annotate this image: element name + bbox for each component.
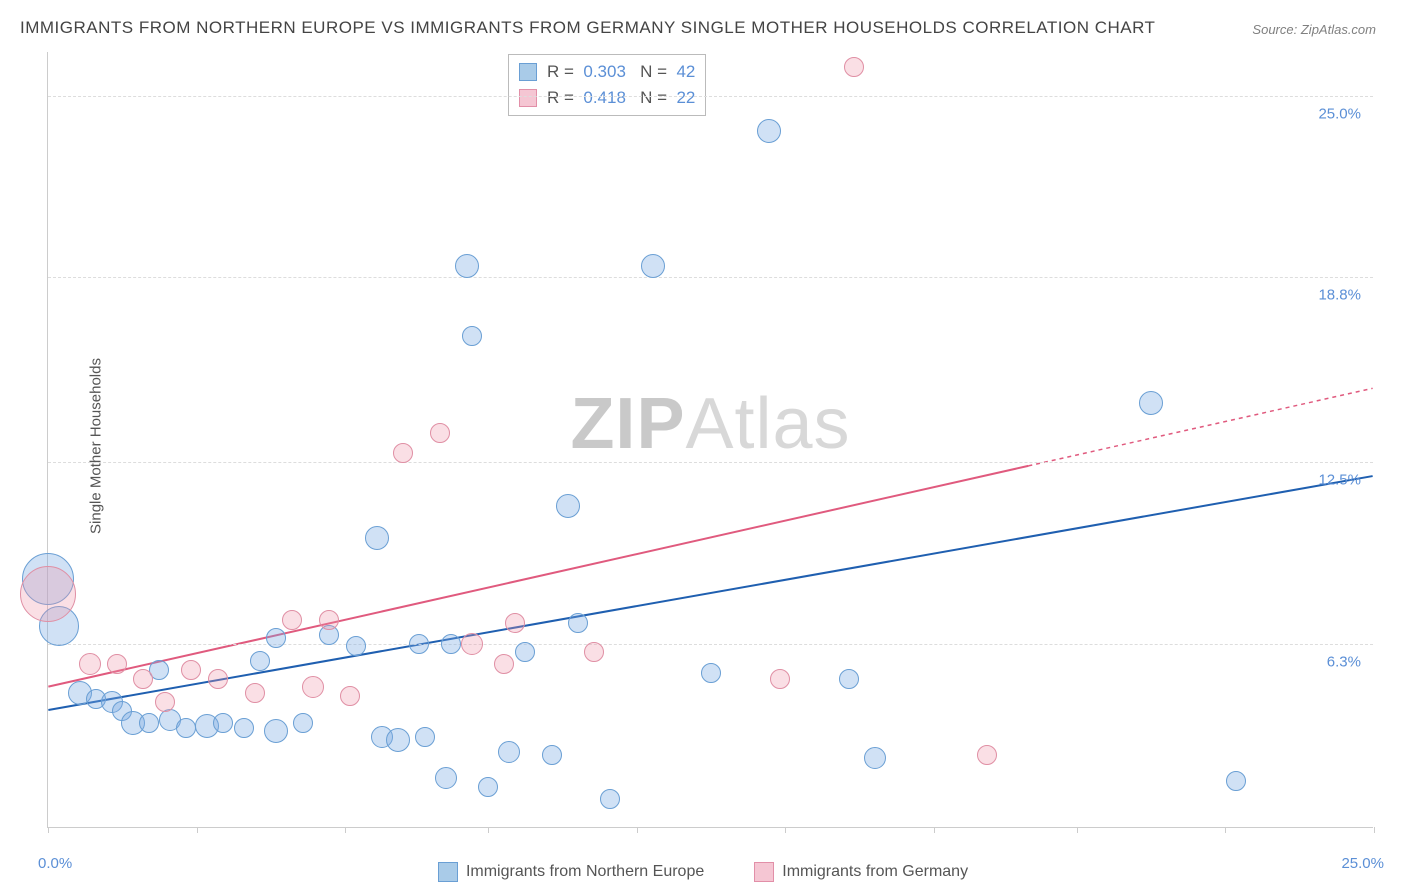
gridline <box>48 462 1373 463</box>
scatter-point <box>1226 771 1246 791</box>
scatter-point <box>250 651 270 671</box>
scatter-point <box>864 747 886 769</box>
trendlines-svg <box>48 52 1373 827</box>
scatter-point <box>515 642 535 662</box>
scatter-point <box>455 254 479 278</box>
legend-label: Immigrants from Germany <box>782 863 968 881</box>
gridline <box>48 96 1373 97</box>
y-tick-label: 18.8% <box>1318 287 1361 304</box>
plot-area: ZIPAtlas R = 0.303 N = 42R = 0.418 N = 2… <box>47 52 1373 828</box>
scatter-point <box>600 789 620 809</box>
trendline <box>48 466 1028 687</box>
scatter-point <box>498 741 520 763</box>
scatter-point <box>505 613 525 633</box>
scatter-point <box>319 610 339 630</box>
scatter-point <box>844 57 864 77</box>
scatter-point <box>461 633 483 655</box>
scatter-point <box>176 718 196 738</box>
scatter-point <box>302 676 324 698</box>
stats-swatch-icon <box>519 89 537 107</box>
scatter-point <box>977 745 997 765</box>
scatter-point <box>107 654 127 674</box>
gridline <box>48 277 1373 278</box>
x-tick <box>345 827 346 833</box>
legend-item: Immigrants from Germany <box>754 862 968 882</box>
stats-text: R = 0.303 N = 42 <box>547 59 695 85</box>
x-tick <box>48 827 49 833</box>
gridline <box>48 644 1373 645</box>
scatter-point <box>584 642 604 662</box>
scatter-point <box>568 613 588 633</box>
scatter-point <box>1139 391 1163 415</box>
scatter-point <box>266 628 286 648</box>
stats-legend-box: R = 0.303 N = 42R = 0.418 N = 22 <box>508 54 706 116</box>
scatter-point <box>386 728 410 752</box>
x-tick <box>488 827 489 833</box>
scatter-point <box>79 653 101 675</box>
scatter-point <box>264 719 288 743</box>
scatter-point <box>839 669 859 689</box>
watermark-atlas: Atlas <box>685 384 850 464</box>
stats-swatch-icon <box>519 63 537 81</box>
y-tick-label: 12.5% <box>1318 471 1361 488</box>
scatter-point <box>441 634 461 654</box>
bottom-legend: Immigrants from Northern Europe Immigrant… <box>0 862 1406 882</box>
scatter-point <box>701 663 721 683</box>
scatter-point <box>462 326 482 346</box>
scatter-point <box>770 669 790 689</box>
scatter-point <box>282 610 302 630</box>
scatter-point <box>213 713 233 733</box>
scatter-point <box>430 423 450 443</box>
y-tick-label: 6.3% <box>1327 653 1361 670</box>
scatter-point <box>393 443 413 463</box>
stats-text: R = 0.418 N = 22 <box>547 85 695 111</box>
watermark: ZIPAtlas <box>570 383 850 465</box>
x-tick <box>1077 827 1078 833</box>
x-tick <box>934 827 935 833</box>
scatter-point <box>435 767 457 789</box>
scatter-point <box>20 566 76 622</box>
scatter-point <box>365 526 389 550</box>
scatter-point <box>757 119 781 143</box>
source-label: Source: <box>1252 22 1297 37</box>
x-tick <box>1225 827 1226 833</box>
source-attribution: Source: ZipAtlas.com <box>1252 22 1376 37</box>
scatter-point <box>346 636 366 656</box>
x-tick <box>785 827 786 833</box>
scatter-point <box>155 692 175 712</box>
source-value: ZipAtlas.com <box>1301 22 1376 37</box>
scatter-point <box>340 686 360 706</box>
legend-item: Immigrants from Northern Europe <box>438 862 704 882</box>
trendline-dashed <box>1028 388 1372 466</box>
scatter-point <box>139 713 159 733</box>
x-tick <box>637 827 638 833</box>
scatter-point <box>415 727 435 747</box>
legend-swatch-icon <box>438 862 458 882</box>
scatter-point <box>234 718 254 738</box>
scatter-point <box>494 654 514 674</box>
scatter-point <box>208 669 228 689</box>
y-tick-label: 25.0% <box>1318 105 1361 122</box>
chart-title: IMMIGRANTS FROM NORTHERN EUROPE VS IMMIG… <box>20 18 1155 38</box>
x-tick <box>197 827 198 833</box>
scatter-point <box>641 254 665 278</box>
scatter-point <box>556 494 580 518</box>
stats-row: R = 0.303 N = 42 <box>519 59 695 85</box>
watermark-zip: ZIP <box>570 384 685 464</box>
scatter-point <box>409 634 429 654</box>
legend-swatch-icon <box>754 862 774 882</box>
scatter-point <box>133 669 153 689</box>
legend-label: Immigrants from Northern Europe <box>466 863 704 881</box>
scatter-point <box>293 713 313 733</box>
scatter-point <box>181 660 201 680</box>
scatter-point <box>245 683 265 703</box>
scatter-point <box>478 777 498 797</box>
x-tick <box>1374 827 1375 833</box>
stats-row: R = 0.418 N = 22 <box>519 85 695 111</box>
scatter-point <box>542 745 562 765</box>
